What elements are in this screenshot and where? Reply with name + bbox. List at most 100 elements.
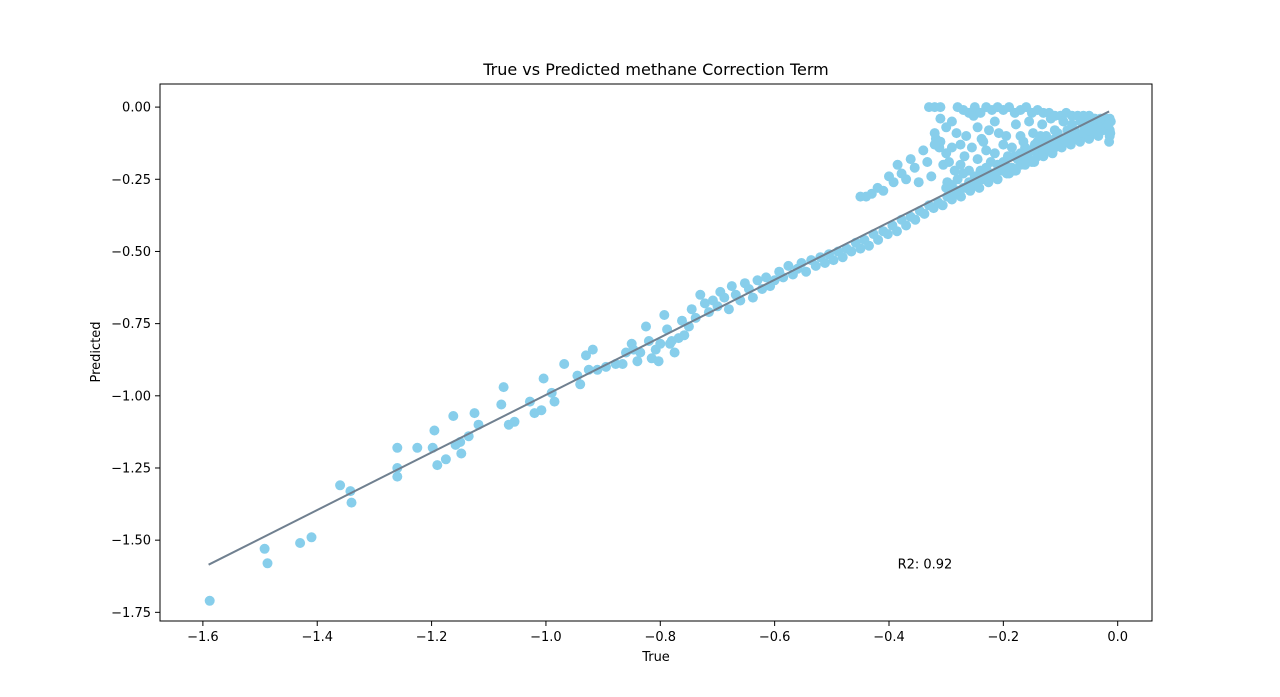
x-axis-label: True xyxy=(641,650,670,665)
data-point xyxy=(1045,113,1056,124)
data-point xyxy=(1018,136,1029,147)
data-point xyxy=(536,405,547,416)
data-point xyxy=(989,116,1000,127)
data-point xyxy=(655,338,666,349)
data-point xyxy=(686,304,697,315)
data-point xyxy=(978,136,989,147)
data-point xyxy=(882,229,893,240)
data-point xyxy=(752,275,763,286)
data-point xyxy=(723,304,734,315)
data-point xyxy=(1105,128,1116,139)
data-point xyxy=(677,315,687,326)
x-axis-ticks: −1.6 −1.4 −1.2 −1.0 −0.8 −0.6 −0.4 −0.2 0.0 xyxy=(187,621,1128,645)
y-tick-label: −0.75 xyxy=(111,317,151,332)
data-point xyxy=(1001,131,1012,141)
data-point xyxy=(204,595,215,606)
data-point xyxy=(469,408,480,419)
data-point xyxy=(918,145,929,156)
y-tick-label: −1.50 xyxy=(111,534,151,549)
data-point xyxy=(335,480,346,491)
data-point xyxy=(1058,116,1069,127)
data-point xyxy=(412,442,423,453)
data-point xyxy=(929,128,940,139)
y-tick-label: −1.25 xyxy=(111,461,151,476)
data-point xyxy=(1037,119,1048,130)
data-point xyxy=(699,298,710,309)
data-point xyxy=(538,373,549,384)
data-point xyxy=(695,289,706,300)
data-point xyxy=(966,142,977,153)
y-tick-label: −0.50 xyxy=(111,245,151,260)
data-point xyxy=(810,260,821,271)
data-point xyxy=(946,142,957,153)
data-point xyxy=(837,252,848,263)
data-point xyxy=(262,558,273,569)
data-point xyxy=(935,102,946,113)
r2-annotation: R2: 0.92 xyxy=(898,557,953,572)
data-point xyxy=(913,177,924,188)
data-point xyxy=(984,125,994,136)
x-tick-label: −0.8 xyxy=(644,630,676,645)
data-point xyxy=(659,310,670,320)
data-point xyxy=(509,416,520,427)
data-point xyxy=(295,538,306,548)
data-point xyxy=(632,356,643,367)
x-tick-label: −0.4 xyxy=(873,630,905,645)
data-point xyxy=(463,431,474,442)
data-point xyxy=(679,330,690,341)
data-point xyxy=(635,347,646,358)
data-point xyxy=(905,154,916,165)
data-point xyxy=(653,356,664,367)
data-point xyxy=(440,454,451,465)
data-point xyxy=(873,234,884,245)
data-point xyxy=(306,532,317,543)
data-point xyxy=(922,157,933,167)
y-tick-label: −0.25 xyxy=(111,173,151,188)
data-point xyxy=(641,321,651,332)
data-point xyxy=(719,292,730,303)
x-tick-label: −1.4 xyxy=(301,630,333,645)
data-point xyxy=(1006,142,1017,153)
data-point xyxy=(549,396,560,407)
data-point xyxy=(783,260,794,271)
data-point xyxy=(259,543,270,554)
data-point xyxy=(972,122,983,133)
data-point xyxy=(909,162,920,173)
data-point xyxy=(432,460,443,471)
x-tick-label: −1.6 xyxy=(187,630,219,645)
data-point xyxy=(448,411,459,421)
data-point xyxy=(346,497,357,508)
data-point xyxy=(937,200,948,211)
plot-area-frame xyxy=(159,83,1153,622)
data-point xyxy=(961,131,972,141)
data-point xyxy=(878,185,889,196)
data-point xyxy=(919,208,930,219)
fit-line xyxy=(208,110,1110,566)
data-point xyxy=(951,128,962,139)
data-point xyxy=(1024,116,1035,127)
data-point xyxy=(888,177,899,188)
data-point xyxy=(392,442,403,453)
data-point xyxy=(998,139,1009,150)
x-tick-label: 0.0 xyxy=(1107,630,1128,645)
x-tick-label: −1.2 xyxy=(416,630,448,645)
data-point xyxy=(669,347,680,358)
x-tick-label: −1.0 xyxy=(530,630,562,645)
data-point xyxy=(559,359,570,369)
data-point xyxy=(587,344,598,355)
y-axis-ticks: 0.00 −0.25 −0.50 −0.75 −1.00 −1.25 −1.50 −1.75 xyxy=(111,101,160,621)
data-point xyxy=(958,168,969,179)
data-point xyxy=(726,281,737,292)
data-point xyxy=(617,359,628,369)
data-point xyxy=(429,425,440,436)
data-point xyxy=(846,246,857,257)
data-point xyxy=(855,243,866,254)
data-point xyxy=(892,226,902,237)
data-point xyxy=(498,382,509,393)
data-point xyxy=(864,240,874,251)
data-point xyxy=(910,214,921,225)
data-point xyxy=(901,174,912,185)
data-point xyxy=(972,154,983,165)
y-tick-label: 0.00 xyxy=(122,101,151,116)
